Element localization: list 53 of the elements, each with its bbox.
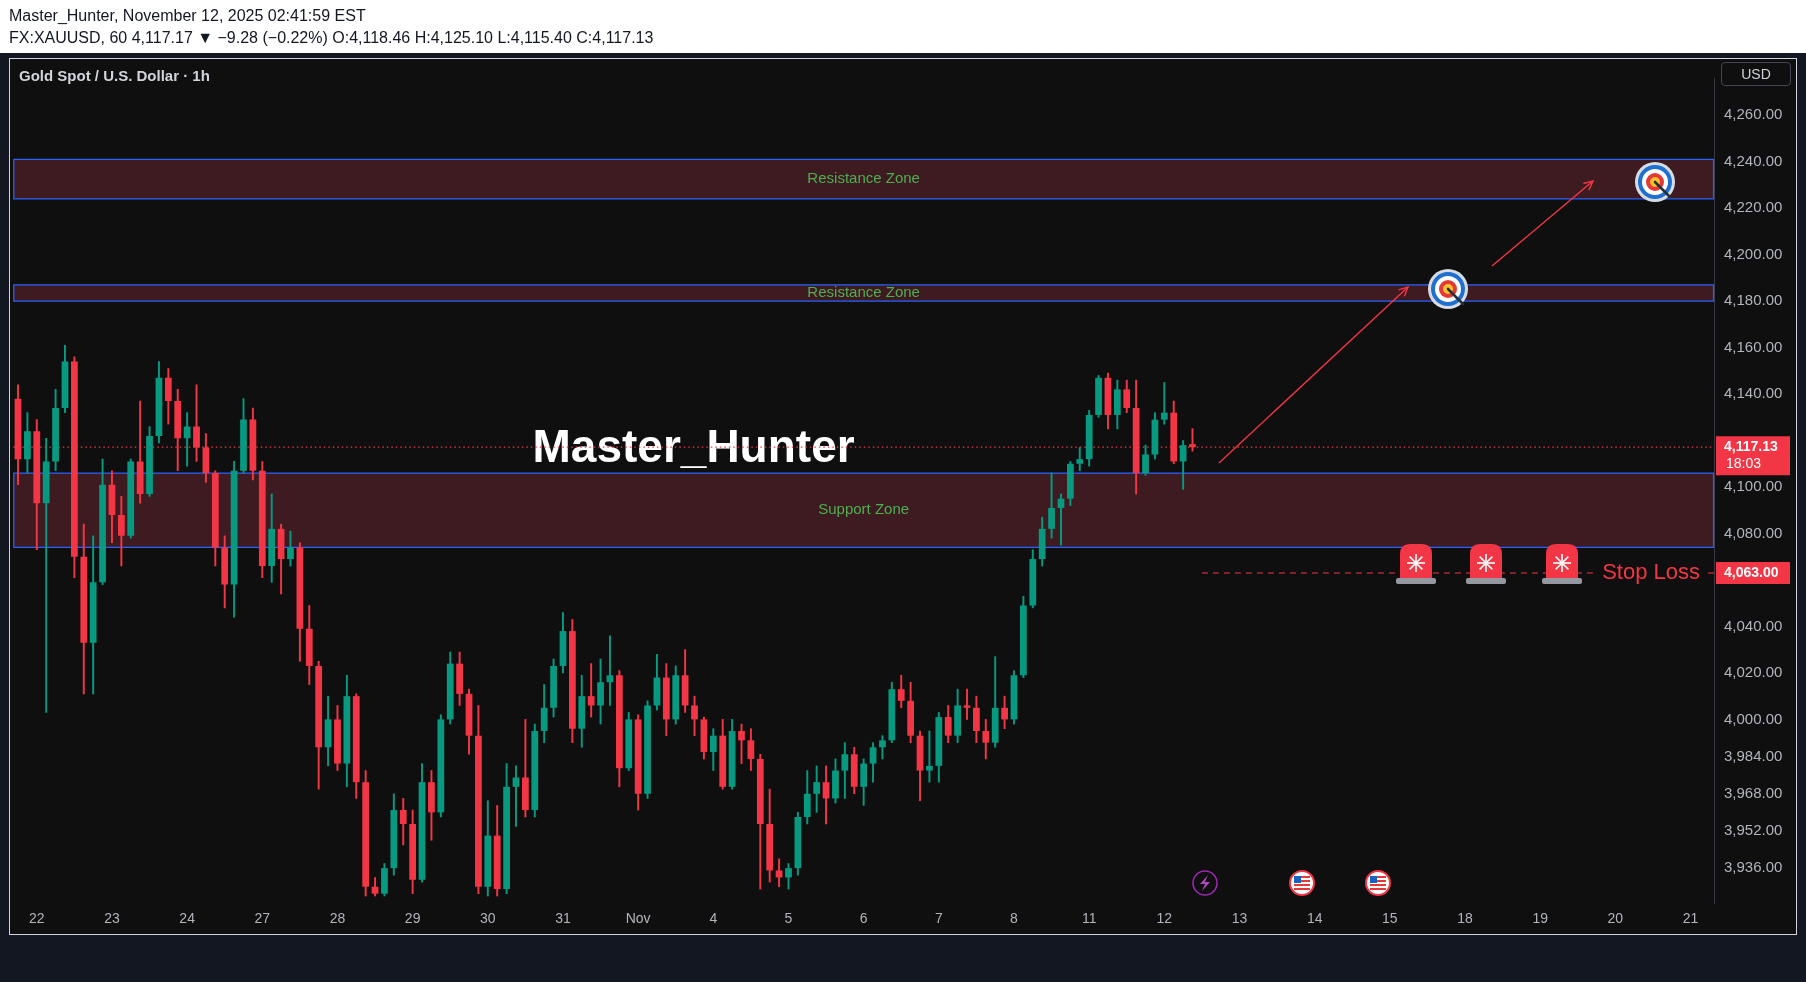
x-tick-label: 15 [1382,910,1398,927]
y-tick-label: 4,100.00 [1724,477,1783,495]
x-tick-label: 18 [1457,910,1473,927]
x-tick-label: 28 [329,910,346,927]
y-tick-label: 3,968.00 [1724,783,1783,801]
y-tick-label: 4,000.00 [1724,709,1783,727]
candlestick [963,688,971,720]
y-tick-label: 4,200.00 [1724,244,1783,262]
x-tick-label: 4 [709,910,718,927]
y-tick-label: 4,117.13 [1724,438,1778,455]
y-tick-label: 3,984.00 [1724,746,1783,764]
x-tick-label: 7 [934,910,943,927]
y-tick-label: 3,936.00 [1724,858,1783,876]
y-tick-label: 4,160.00 [1724,337,1783,355]
y-tick-label: 4,220.00 [1724,198,1783,216]
candlestick [926,730,933,783]
x-tick-label: 11 [1081,910,1097,927]
x-tick-label: 8 [1010,910,1019,927]
x-tick-label: 24 [179,910,196,927]
y-tick-label: 4,260.00 [1724,105,1783,123]
chart-subtitle: FX:XAUUSD, 60 4,117.17 ▼ −9.28 (−0.22%) O:4,118.46 H:4,125.10 L:4,115.40 C:4,117.13 [9,28,654,48]
band-label: Resistance Zone [807,283,920,301]
y-tick-label: 4,080.00 [1724,523,1783,541]
x-tick-label: 14 [1306,910,1323,927]
currency-button: USD [1721,62,1791,86]
ref-line-label: Stop Loss [1602,559,1700,585]
x-tick-label: 12 [1156,910,1173,927]
x-tick-label: 21 [1682,910,1699,927]
x-tick-label: 20 [1607,910,1624,927]
y-tick-label: 4,240.00 [1724,151,1783,169]
text: 18:03 [1726,455,1762,472]
x-tick-label: 29 [404,910,421,927]
x-tick-label: 27 [254,910,271,927]
chart-title: Master_Hunter, November 12, 2025 02:41:59 EST [9,6,366,26]
x-tick-label: 23 [104,910,120,927]
y-tick-label: 4,020.00 [1724,663,1783,681]
x-tick-label: Nov [625,910,651,927]
y-tick-label: 4,140.00 [1724,384,1783,402]
y-tick-label: 4,063.00 [1724,563,1779,580]
x-tick-label: 22 [29,910,45,927]
band-label: Resistance Zone [807,169,920,187]
x-tick-label: 5 [784,910,793,927]
annotation: Master_Hunter [532,419,855,472]
x-tick-label: 6 [859,910,868,927]
band-label: Support Zone [818,500,910,518]
x-tick-label: 19 [1532,910,1549,927]
y-tick-label: 4,180.00 [1724,291,1783,309]
x-tick-label: 30 [480,910,496,927]
y-tick-label: 4,040.00 [1724,616,1783,634]
annotation: Gold Spot / U.S. Dollar · 1h [19,66,210,86]
x-tick-label: 13 [1231,910,1248,927]
y-tick-label: 3,952.00 [1724,821,1783,839]
x-tick-label: 31 [555,910,571,927]
